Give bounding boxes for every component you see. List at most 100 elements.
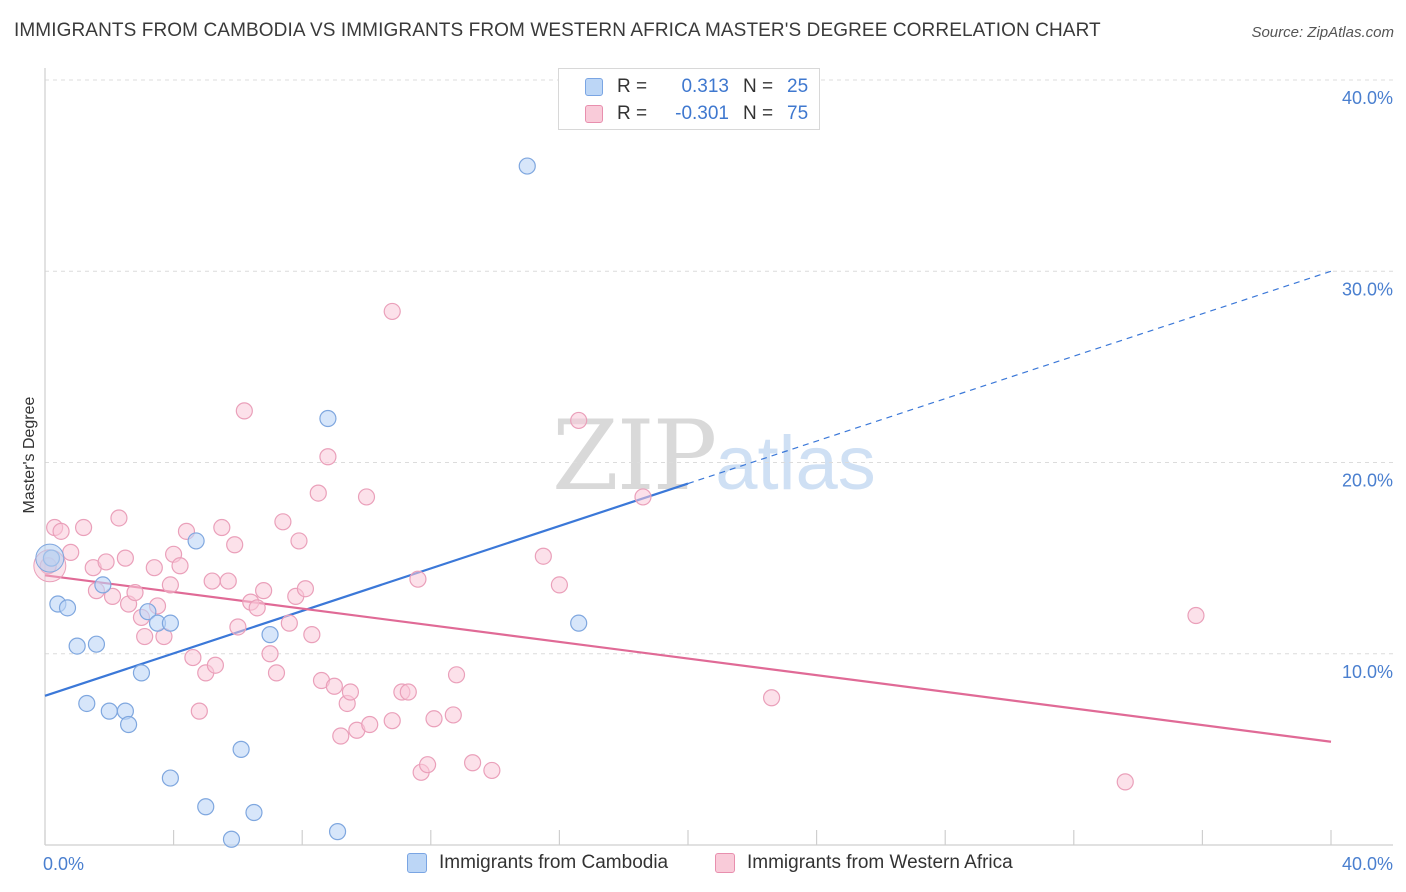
point-western-africa	[52, 522, 70, 540]
point-cambodia	[328, 823, 347, 841]
legend-row-cambodia: R = 0.313 N = 25	[585, 75, 808, 99]
data-points	[33, 157, 1205, 848]
watermark-atlas: atlas	[715, 421, 876, 506]
y-tick-label: 10.0%	[1342, 662, 1393, 682]
point-western-africa	[361, 715, 379, 734]
legend-item-western-africa: Immigrants from Western Africa	[715, 852, 1013, 874]
point-western-africa	[357, 488, 376, 506]
point-western-africa	[203, 572, 221, 590]
point-western-africa	[483, 761, 501, 780]
point-western-africa	[325, 677, 343, 695]
point-western-africa	[332, 727, 350, 745]
point-western-africa	[399, 683, 417, 701]
point-cambodia	[68, 637, 86, 655]
y-tick-label: 40.0%	[1342, 88, 1393, 108]
point-western-africa	[341, 683, 360, 701]
point-western-africa	[161, 576, 179, 594]
point-cambodia	[319, 409, 337, 428]
point-western-africa	[319, 448, 337, 466]
legend-r-label: R =	[617, 76, 648, 97]
point-western-africa	[229, 618, 247, 636]
point-western-africa	[280, 614, 298, 632]
point-western-africa	[126, 583, 144, 602]
trend-lines	[44, 270, 1332, 743]
point-western-africa	[206, 656, 224, 674]
point-western-africa	[447, 666, 466, 684]
point-western-africa	[409, 570, 427, 588]
point-western-africa	[219, 572, 237, 590]
point-western-africa	[171, 557, 189, 575]
point-cambodia	[161, 614, 179, 632]
point-western-africa	[418, 756, 437, 774]
point-cambodia	[187, 532, 205, 550]
point-western-africa	[235, 402, 253, 420]
legend-n-label: N =	[743, 103, 774, 124]
point-cambodia	[94, 576, 112, 594]
legend-n-label: N =	[743, 76, 774, 97]
axes	[44, 68, 1393, 846]
source-credit: Source: ZipAtlas.com	[1251, 24, 1394, 41]
point-cambodia	[100, 702, 118, 720]
point-western-africa	[248, 599, 266, 617]
correlation-legend: R = 0.313 N = 25 R = -0.301 N = 75	[558, 68, 820, 130]
point-western-africa	[463, 754, 482, 772]
point-western-africa	[74, 518, 93, 537]
trend-line-cambodia	[44, 482, 689, 697]
point-cambodia	[570, 614, 588, 632]
point-western-africa	[762, 689, 781, 707]
point-cambodia-cluster	[35, 543, 65, 573]
grid-lines	[45, 79, 1393, 655]
legend-swatch-cambodia	[407, 853, 427, 873]
point-western-africa	[145, 559, 163, 577]
x-tick-label: 0.0%	[43, 854, 84, 874]
point-western-africa	[290, 532, 308, 550]
point-western-africa	[116, 549, 134, 567]
point-western-africa	[1187, 606, 1205, 625]
point-western-africa	[534, 547, 552, 565]
legend-item-cambodia: Immigrants from Cambodia	[407, 852, 668, 874]
point-cambodia	[139, 603, 157, 621]
legend-r-value: 0.313	[681, 76, 729, 97]
point-cambodia	[119, 715, 138, 734]
point-cambodia	[245, 803, 263, 822]
legend-label-western-africa: Immigrants from Western Africa	[747, 852, 1013, 873]
point-cambodia	[58, 599, 77, 617]
trend-line-western-africa	[44, 574, 1332, 743]
chart-title: IMMIGRANTS FROM CAMBODIA VS IMMIGRANTS F…	[14, 20, 1101, 41]
point-western-africa	[97, 553, 115, 571]
legend-r-value: -0.301	[675, 103, 729, 124]
point-cambodia	[261, 626, 279, 644]
legend-swatch-western-africa	[715, 853, 735, 873]
point-western-africa	[309, 484, 327, 502]
legend-n-value: 75	[787, 103, 809, 124]
point-cambodia	[232, 740, 250, 758]
point-western-africa	[226, 536, 244, 554]
trend-line-cambodia-extension	[687, 270, 1332, 485]
point-western-africa	[383, 302, 401, 321]
point-western-africa	[110, 509, 128, 527]
point-western-africa	[425, 710, 443, 728]
point-western-africa	[184, 648, 202, 667]
point-western-africa	[255, 582, 273, 600]
point-western-africa	[267, 664, 286, 682]
y-axis-label: Master's Degree	[21, 396, 38, 513]
legend-n-value: 25	[787, 76, 809, 97]
point-cambodia	[518, 157, 536, 175]
tick-labels: 10.0% 20.0% 30.0% 40.0% 0.0% 40.0%	[43, 88, 1393, 874]
legend-swatch-cambodia	[585, 78, 603, 96]
point-cambodia	[197, 798, 215, 816]
point-western-africa	[213, 518, 231, 537]
point-western-africa	[190, 702, 208, 720]
point-cambodia	[161, 769, 179, 787]
point-western-africa	[303, 626, 321, 644]
point-western-africa	[444, 706, 462, 724]
point-cambodia	[222, 830, 241, 848]
legend-r-label: R =	[617, 103, 648, 124]
point-cambodia	[132, 664, 151, 682]
point-western-africa	[383, 712, 401, 730]
point-western-africa	[570, 411, 588, 430]
y-tick-label: 30.0%	[1342, 279, 1393, 299]
point-western-africa	[1116, 773, 1134, 791]
point-western-africa	[103, 587, 122, 605]
